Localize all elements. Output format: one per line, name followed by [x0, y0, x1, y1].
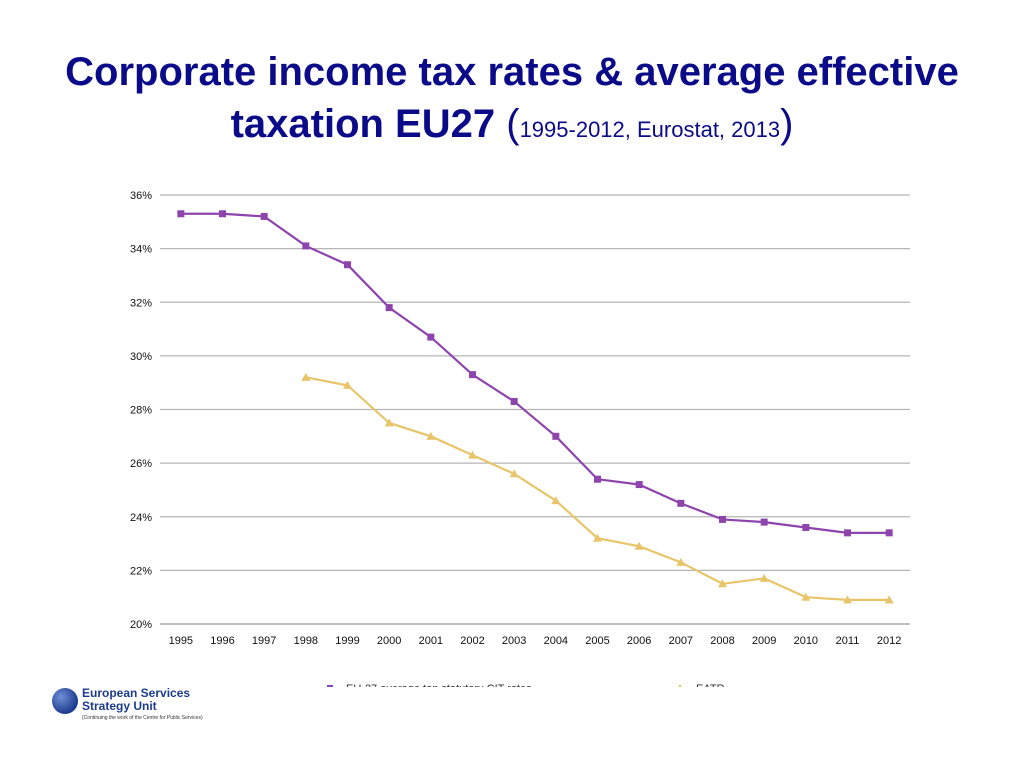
data-point: [384, 418, 394, 427]
data-point: [344, 261, 351, 269]
title-main: Corporate income tax rates & average eff…: [65, 50, 959, 146]
y-tick-label: 28%: [130, 405, 152, 417]
y-tick-label: 32%: [130, 297, 152, 309]
x-tick-label: 2003: [502, 635, 526, 647]
y-tick-label: 30%: [130, 351, 152, 363]
logo-name-line2: Strategy Unit: [82, 699, 157, 713]
slide-title: Corporate income tax rates & average eff…: [40, 46, 984, 156]
data-point: [759, 573, 769, 582]
x-tick-label: 2001: [419, 635, 443, 647]
data-point: [844, 529, 851, 537]
x-tick-label: 2012: [877, 635, 901, 647]
x-tick-label: 2006: [627, 635, 651, 647]
data-point: [427, 333, 435, 341]
x-tick-label: 2002: [460, 635, 484, 647]
data-point: [635, 481, 643, 489]
x-tick-label: 2009: [752, 635, 776, 647]
data-point: [468, 450, 477, 459]
data-point: [177, 210, 185, 218]
data-point: [593, 533, 602, 542]
x-tick-label: 1996: [210, 635, 234, 647]
series-1: [301, 372, 894, 604]
logo-name-line1: European Services: [82, 686, 191, 700]
chart-legend: EU-27 average top statutory CIT ratesEAT…: [150, 683, 930, 707]
series-0: [177, 210, 893, 537]
data-point: [634, 541, 644, 550]
data-point: [301, 372, 311, 381]
chart-series: [177, 210, 894, 604]
x-tick-label: 2011: [836, 635, 860, 647]
data-point: [760, 518, 768, 526]
legend-clip: [150, 687, 930, 707]
x-tick-label: 1999: [335, 635, 359, 647]
data-point: [260, 212, 268, 220]
data-point: [801, 592, 811, 601]
data-point: [885, 529, 893, 537]
data-point: [843, 595, 852, 604]
y-tick-label: 24%: [130, 512, 152, 524]
data-point: [551, 496, 561, 505]
x-tick-label: 2010: [794, 635, 818, 647]
y-tick-label: 20%: [130, 619, 152, 631]
esu-logo: European Services Strategy Unit (Continu…: [52, 686, 252, 726]
y-tick-label: 26%: [130, 458, 152, 470]
series-line: [180, 212, 890, 534]
data-point: [802, 523, 810, 531]
logo-name: European Services Strategy Unit: [82, 687, 190, 713]
data-point: [510, 397, 518, 405]
data-point: [343, 380, 352, 389]
data-point: [718, 579, 727, 588]
logo-tagline: (Continuing the work of the Centre for P…: [82, 715, 203, 721]
title-paren-close: ): [780, 102, 794, 146]
data-point: [509, 469, 519, 478]
x-tick-label: 1997: [252, 635, 276, 647]
x-tick-label: 2000: [377, 635, 401, 647]
data-point: [884, 595, 894, 604]
y-tick-label: 36%: [130, 190, 152, 202]
x-tick-label: 2004: [544, 635, 568, 647]
data-point: [302, 242, 310, 250]
data-point: [677, 499, 685, 507]
x-axis-ticks: 1995 1996 1997 1998 1999 2000 2001 2002 2003 2004…: [169, 635, 902, 647]
data-point: [719, 515, 726, 523]
data-point: [676, 557, 686, 566]
y-axis-ticks: 20% 22% 24% 26% 28% 30% 32% 34% 36%: [130, 190, 152, 631]
x-tick-label: 2005: [585, 635, 609, 647]
data-point: [219, 210, 226, 218]
data-point: [469, 371, 476, 379]
x-tick-label: 1998: [294, 635, 318, 647]
chart-gridlines: [160, 194, 910, 625]
data-point: [552, 432, 560, 440]
x-tick-label: 2007: [669, 635, 693, 647]
series-line: [305, 376, 890, 601]
data-point: [594, 475, 601, 483]
title-paren-open: (: [506, 102, 520, 146]
y-tick-label: 34%: [130, 244, 152, 256]
title-source: 1995-2012, Eurostat, 2013: [519, 117, 781, 142]
y-tick-label: 22%: [130, 565, 152, 577]
globe-icon: [52, 688, 78, 714]
x-tick-label: 1995: [169, 635, 193, 647]
data-point: [385, 304, 393, 312]
data-point: [426, 431, 436, 440]
x-tick-label: 2008: [710, 635, 734, 647]
